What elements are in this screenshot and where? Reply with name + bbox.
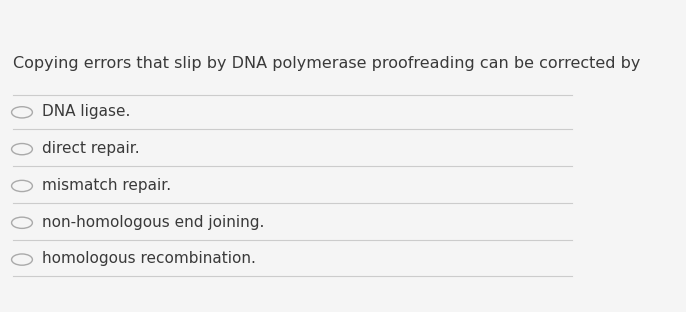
Text: direct repair.: direct repair. — [42, 141, 139, 156]
Text: Copying errors that slip by DNA polymerase proofreading can be corrected by: Copying errors that slip by DNA polymera… — [13, 56, 640, 71]
Text: non-homologous end joining.: non-homologous end joining. — [42, 215, 264, 230]
Text: homologous recombination.: homologous recombination. — [42, 251, 255, 266]
Text: mismatch repair.: mismatch repair. — [42, 178, 171, 193]
Text: DNA ligase.: DNA ligase. — [42, 104, 130, 119]
